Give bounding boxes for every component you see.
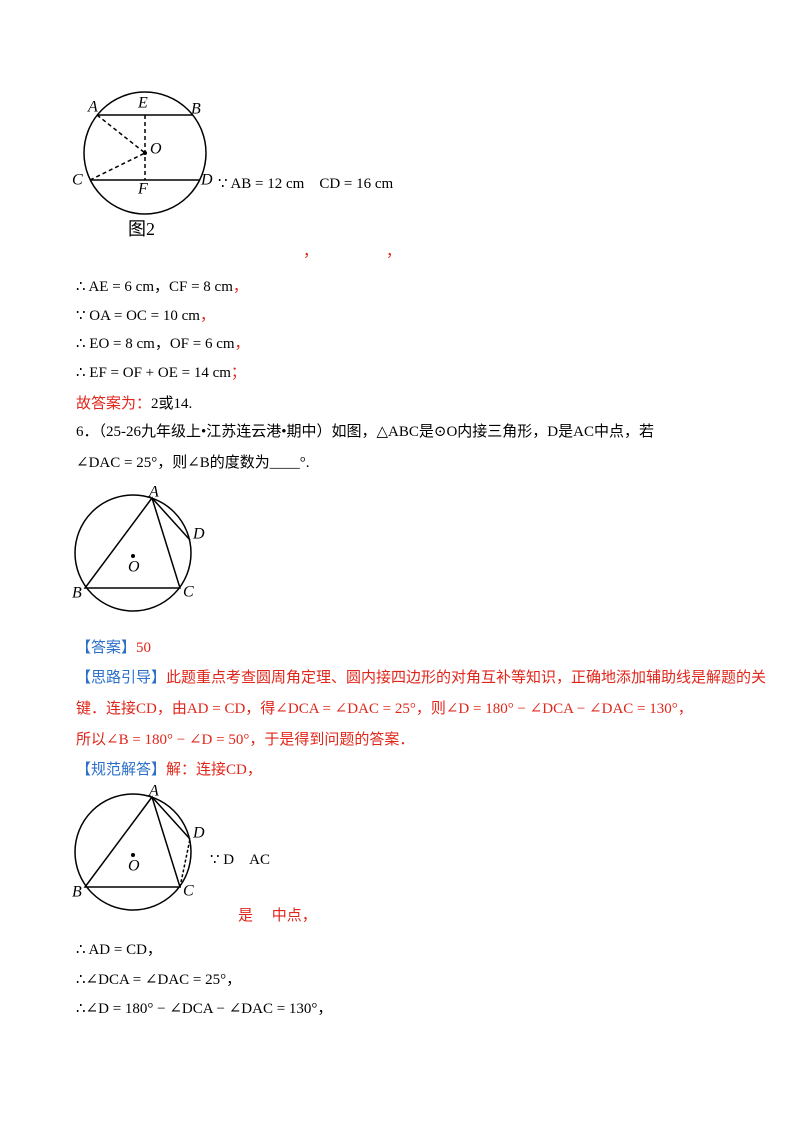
- label: A: [87, 99, 98, 116]
- label: B: [72, 585, 82, 602]
- answer-value: 2或14.: [151, 396, 193, 412]
- label: D: [200, 172, 213, 189]
- label: B: [72, 884, 82, 901]
- label: C: [72, 172, 83, 189]
- hint-label: 【思路引导】: [76, 670, 167, 686]
- answer-value: 50: [136, 640, 152, 656]
- hint-text: 此题重点考查圆周角定理、圆内接四边形的对角互补等知识，正确地添加辅助线是解题的关: [166, 670, 767, 686]
- question-line: ∠DAC = 25°，则∠B的度数为____°.: [76, 455, 310, 471]
- step-line: ∴ EO = 8 cm，OF = 6 cm，: [76, 332, 250, 353]
- hint-text: 所以∠B = 180° − ∠D = 50°，于是得到问题的答案．: [76, 732, 415, 748]
- answer-label: 【答案】: [76, 640, 137, 656]
- comma: ，: [386, 244, 402, 260]
- label: O: [128, 559, 140, 576]
- step-text: ∵ OA = OC = 10 cm: [76, 307, 200, 324]
- caption: 图2: [128, 219, 155, 239]
- answer-line: 故答案为：2或14.: [76, 392, 192, 413]
- step-line: ∴ AE = 6 cm，CF = 8 cm，: [76, 275, 248, 296]
- label: E: [137, 95, 148, 112]
- step-text: ∴ AE = 6 cm，CF = 8 cm: [76, 279, 233, 295]
- label: O: [128, 858, 140, 875]
- comma: ，: [303, 244, 319, 260]
- hint-line: 【思路引导】此题重点考查圆周角定理、圆内接四边形的对角互补等知识，正确地添加辅助…: [76, 666, 766, 687]
- step-end: ，: [234, 336, 250, 352]
- solution-intro: 解：连接CD，: [166, 762, 262, 778]
- solution-line: 【规范解答】解：连接CD，: [76, 758, 262, 779]
- label: F: [137, 181, 148, 198]
- label: A: [148, 783, 159, 800]
- step-line: ∴ EF = OF + OE = 14 cm；: [76, 361, 246, 382]
- step-line: ∴ AD = CD，: [76, 942, 162, 958]
- label: D: [192, 526, 205, 543]
- answer-label: 故答案为：: [76, 396, 152, 412]
- label: O: [150, 141, 162, 158]
- step-end: ，: [232, 279, 248, 295]
- figure-3: A D O B C: [72, 783, 205, 911]
- label: A: [148, 484, 159, 501]
- step-line: ∵ OA = OC = 10 cm，: [76, 304, 215, 325]
- answer-line: 【答案】50: [76, 636, 151, 657]
- question-line: 6．（25-26九年级上•江苏连云港•期中）如图，△ABC是⊙O内接三角形，D是…: [76, 424, 654, 440]
- label: B: [191, 101, 201, 118]
- hint-text: 键．连接CD，由AD = CD，得∠DCA = ∠DAC = 25°，则∠D =…: [76, 701, 693, 717]
- label: C: [183, 883, 194, 900]
- step-text: ∴ EO = 8 cm，OF = 6 cm: [76, 336, 235, 352]
- step-end: ，: [199, 307, 215, 324]
- given: ∵ AB = 12 cm CD = 16 cm: [218, 176, 394, 192]
- step-line: ∴∠DCA = ∠DAC = 25°，: [76, 971, 242, 988]
- step-end: ；: [230, 364, 246, 381]
- given: 是 中点，: [238, 908, 317, 924]
- given: ∵ D AC: [210, 852, 270, 868]
- step-line: ∴∠D = 180° − ∠DCA − ∠DAC = 130°，: [76, 1001, 333, 1017]
- solution-label: 【规范解答】: [76, 762, 167, 778]
- label: D: [192, 825, 205, 842]
- label: C: [183, 584, 194, 601]
- figure-2: [74, 494, 192, 612]
- figure-1: [83, 91, 207, 215]
- step-text: ∴ EF = OF + OE = 14 cm: [76, 364, 231, 381]
